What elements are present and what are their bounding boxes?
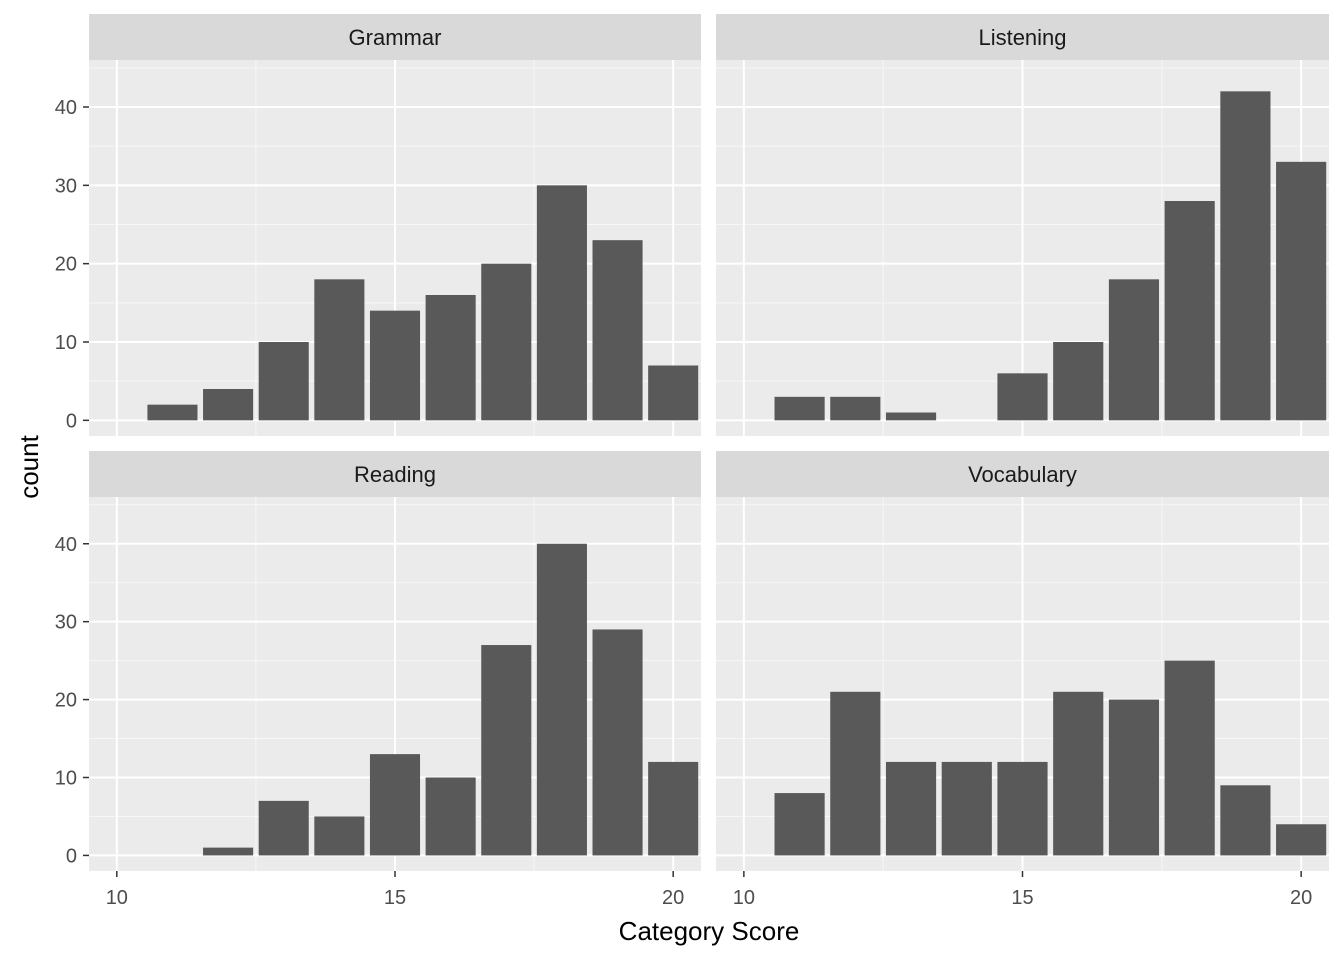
bar-vocabulary-20 bbox=[1276, 824, 1327, 856]
y-axis-title: count bbox=[14, 434, 44, 498]
bar-listening-13 bbox=[885, 412, 937, 421]
x-tick-label: 15 bbox=[384, 887, 406, 909]
bar-listening-18 bbox=[1164, 201, 1215, 421]
y-tick-label: 40 bbox=[55, 97, 77, 119]
strip-background bbox=[89, 451, 701, 497]
bar-listening-11 bbox=[774, 396, 825, 421]
bar-grammar-19 bbox=[592, 240, 643, 421]
bar-reading-15 bbox=[369, 754, 421, 856]
bar-reading-16 bbox=[425, 777, 476, 856]
bar-reading-14 bbox=[314, 816, 365, 856]
strip-background bbox=[89, 14, 701, 60]
y-tick-label: 0 bbox=[66, 845, 77, 867]
bar-reading-12 bbox=[203, 847, 254, 856]
x-tick-label: 20 bbox=[1290, 887, 1312, 909]
x-tick-label: 10 bbox=[733, 887, 755, 909]
y-tick-label: 40 bbox=[55, 534, 77, 556]
bar-grammar-15 bbox=[369, 310, 421, 421]
bar-grammar-20 bbox=[648, 365, 699, 421]
facet-panels: Grammar 0 10 20 30 40 Listening Reading 0 10 20 30 4… bbox=[55, 14, 1329, 909]
bar-vocabulary-18 bbox=[1164, 660, 1215, 856]
bar-vocabulary-11 bbox=[774, 793, 825, 856]
y-tick-label: 20 bbox=[55, 254, 77, 276]
bar-reading-13 bbox=[258, 800, 309, 856]
bar-grammar-18 bbox=[536, 185, 587, 421]
x-tick-label: 20 bbox=[662, 887, 684, 909]
strip-label: Grammar bbox=[349, 25, 442, 50]
strip-background bbox=[716, 451, 1329, 497]
strip-label: Reading bbox=[354, 462, 436, 487]
y-tick-label: 30 bbox=[55, 612, 77, 634]
strip-background bbox=[716, 14, 1329, 60]
strip-label: Vocabulary bbox=[968, 462, 1077, 487]
facet-panel-listening: Listening bbox=[716, 14, 1329, 436]
bar-listening-19 bbox=[1220, 91, 1271, 421]
facet-panel-vocabulary: Vocabulary 10 15 20 bbox=[716, 451, 1329, 909]
bar-reading-19 bbox=[592, 629, 643, 856]
bar-listening-15 bbox=[997, 373, 1048, 421]
bar-vocabulary-12 bbox=[830, 691, 881, 856]
y-tick-label: 20 bbox=[55, 690, 77, 712]
bar-vocabulary-16 bbox=[1053, 691, 1104, 856]
bar-reading-17 bbox=[481, 645, 532, 856]
bar-listening-12 bbox=[830, 396, 881, 421]
bar-vocabulary-19 bbox=[1220, 785, 1271, 856]
bar-reading-18 bbox=[536, 543, 587, 856]
bar-grammar-12 bbox=[203, 389, 254, 421]
bar-listening-17 bbox=[1108, 279, 1160, 421]
facet-panel-grammar: Grammar 0 10 20 30 40 bbox=[55, 14, 701, 436]
bar-grammar-14 bbox=[314, 279, 365, 421]
bar-reading-20 bbox=[648, 761, 699, 856]
y-tick-label: 30 bbox=[55, 175, 77, 197]
bar-grammar-17 bbox=[481, 263, 532, 421]
y-tick-label: 0 bbox=[66, 410, 77, 432]
y-tick-label: 10 bbox=[55, 332, 77, 354]
bar-vocabulary-14 bbox=[941, 761, 992, 856]
x-tick-label: 15 bbox=[1011, 887, 1033, 909]
y-tick-label: 10 bbox=[55, 768, 77, 790]
bar-listening-20 bbox=[1276, 161, 1327, 421]
x-tick-label: 10 bbox=[106, 887, 128, 909]
bar-grammar-11 bbox=[147, 404, 198, 421]
strip-label: Listening bbox=[978, 25, 1066, 50]
bar-grammar-13 bbox=[258, 342, 309, 421]
bar-listening-16 bbox=[1053, 342, 1104, 421]
bar-vocabulary-15 bbox=[997, 761, 1048, 856]
bar-vocabulary-13 bbox=[885, 761, 937, 856]
x-axis-title: Category Score bbox=[619, 916, 800, 946]
bar-vocabulary-17 bbox=[1108, 699, 1160, 856]
bar-grammar-16 bbox=[425, 295, 476, 421]
facet-panel-reading: Reading 0 10 20 30 40 10 15 20 bbox=[55, 451, 701, 909]
